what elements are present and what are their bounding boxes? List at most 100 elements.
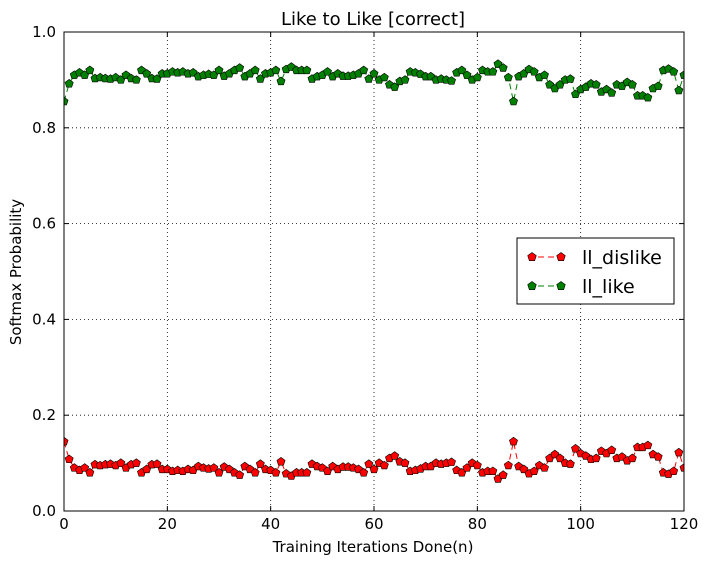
data-point-ll_like bbox=[323, 67, 332, 76]
series-ll_like bbox=[64, 59, 684, 106]
data-point-ll_like bbox=[529, 67, 539, 76]
data-point-ll_dislike bbox=[80, 463, 90, 472]
data-point-ll_like bbox=[607, 88, 617, 97]
data-point-ll_dislike bbox=[519, 464, 529, 474]
data-point-ll_like bbox=[591, 80, 601, 89]
data-point-ll_like bbox=[565, 74, 575, 83]
data-point-ll_like bbox=[674, 85, 684, 95]
x-tick-label: 60 bbox=[364, 515, 383, 533]
y-tick-label: 0.4 bbox=[32, 310, 56, 328]
data-point-ll_like bbox=[359, 65, 369, 75]
data-point-ll_like bbox=[379, 72, 389, 82]
data-point-ll_like bbox=[302, 65, 312, 75]
grid bbox=[64, 32, 684, 511]
data-point-ll_dislike bbox=[116, 458, 126, 467]
data-point-ll_like bbox=[400, 75, 410, 84]
series-ll_dislike bbox=[64, 436, 684, 483]
data-point-ll_like bbox=[250, 65, 260, 75]
y-tick-label: 1.0 bbox=[32, 23, 56, 41]
legend-marker bbox=[527, 281, 537, 290]
x-tick-label: 40 bbox=[261, 515, 280, 533]
legend-label: ll_dislike bbox=[582, 247, 662, 269]
data-point-ll_dislike bbox=[85, 468, 95, 477]
data-point-ll_dislike bbox=[359, 468, 369, 477]
y-tick-label: 0.0 bbox=[32, 502, 56, 520]
legend-marker bbox=[527, 252, 537, 261]
data-point-ll_dislike bbox=[653, 452, 663, 461]
data-point-ll_dislike bbox=[669, 466, 679, 476]
data-point-ll_dislike bbox=[529, 466, 539, 476]
data-point-ll_dislike bbox=[540, 463, 549, 472]
data-point-ll_dislike bbox=[64, 436, 69, 446]
data-point-ll_like bbox=[498, 63, 508, 72]
legend-box bbox=[516, 237, 675, 305]
data-point-ll_like bbox=[276, 76, 286, 86]
legend-label: ll_like bbox=[582, 276, 635, 298]
data-point-ll_dislike bbox=[674, 447, 684, 457]
data-point-ll_dislike bbox=[509, 436, 518, 446]
data-point-ll_dislike bbox=[390, 451, 400, 460]
data-point-ll_like bbox=[643, 92, 653, 102]
data-point-ll_like bbox=[131, 75, 141, 84]
data-point-ll_dislike bbox=[488, 466, 498, 476]
data-point-ll_dislike bbox=[152, 459, 162, 468]
data-point-ll_like bbox=[214, 65, 224, 75]
data-point-ll_dislike bbox=[369, 464, 379, 474]
legend-marker bbox=[556, 281, 566, 290]
data-point-ll_dislike bbox=[472, 460, 482, 470]
data-point-ll_dislike bbox=[447, 457, 456, 466]
y-tick-label: 0.6 bbox=[32, 215, 56, 233]
data-point-ll_like bbox=[462, 70, 472, 79]
data-point-ll_dislike bbox=[364, 459, 374, 468]
data-point-ll_dislike bbox=[209, 463, 219, 472]
x-tick-label: 80 bbox=[468, 515, 487, 533]
data-point-ll_like bbox=[64, 79, 74, 88]
data-point-ll_dislike bbox=[250, 468, 260, 477]
data-point-ll_dislike bbox=[64, 454, 74, 464]
x-axis-label: Training Iterations Done(n) bbox=[272, 538, 474, 556]
data-point-ll_like bbox=[669, 67, 679, 76]
data-point-ll_like bbox=[85, 65, 95, 75]
data-point-ll_dislike bbox=[607, 445, 617, 454]
data-point-ll_like bbox=[509, 96, 518, 106]
x-tick-label: 20 bbox=[158, 515, 177, 533]
legend-marker bbox=[556, 252, 566, 261]
data-point-ll_dislike bbox=[565, 459, 575, 468]
plot-border bbox=[63, 31, 685, 512]
y-axis-label: Softmax Probability bbox=[7, 199, 25, 345]
series-layer bbox=[64, 59, 684, 483]
data-point-ll_dislike bbox=[555, 453, 565, 463]
data-point-ll_like bbox=[64, 96, 69, 106]
data-point-ll_like bbox=[271, 65, 281, 75]
y-tick-label: 0.2 bbox=[32, 406, 56, 424]
data-point-ll_like bbox=[503, 72, 513, 82]
data-point-ll_dislike bbox=[591, 453, 601, 463]
data-point-ll_like bbox=[457, 65, 467, 75]
data-point-ll_dislike bbox=[235, 470, 245, 479]
data-point-ll_like bbox=[653, 81, 663, 90]
legend: ll_dislike ll_like bbox=[516, 237, 675, 305]
data-point-ll_like bbox=[390, 82, 400, 91]
axis-ticks: 0 20 40 60 80 100 120 0.0 0.2 0.4 0.6 0.8 1.0 bbox=[32, 23, 698, 533]
data-point-ll_like bbox=[679, 70, 684, 79]
data-point-ll_dislike bbox=[627, 453, 637, 463]
data-point-ll_dislike bbox=[302, 468, 312, 477]
data-point-ll_like bbox=[142, 68, 152, 78]
data-point-ll_dislike bbox=[276, 456, 286, 466]
data-point-ll_dislike bbox=[214, 468, 224, 477]
data-point-ll_dislike bbox=[255, 459, 265, 468]
data-point-ll_dislike bbox=[271, 468, 281, 477]
data-point-ll_like bbox=[235, 63, 245, 72]
data-point-ll_dislike bbox=[379, 460, 389, 470]
data-point-ll_dislike bbox=[503, 460, 513, 470]
x-tick-label: 100 bbox=[566, 515, 595, 533]
data-point-ll_dislike bbox=[400, 458, 410, 467]
data-point-ll_like bbox=[447, 76, 456, 85]
data-point-ll_like bbox=[369, 68, 379, 78]
x-tick-label: 0 bbox=[59, 515, 69, 533]
data-point-ll_dislike bbox=[498, 470, 508, 479]
data-point-ll_dislike bbox=[679, 463, 684, 472]
legend-item-ll_like: ll_like bbox=[527, 276, 635, 298]
data-point-ll_like bbox=[472, 72, 482, 82]
